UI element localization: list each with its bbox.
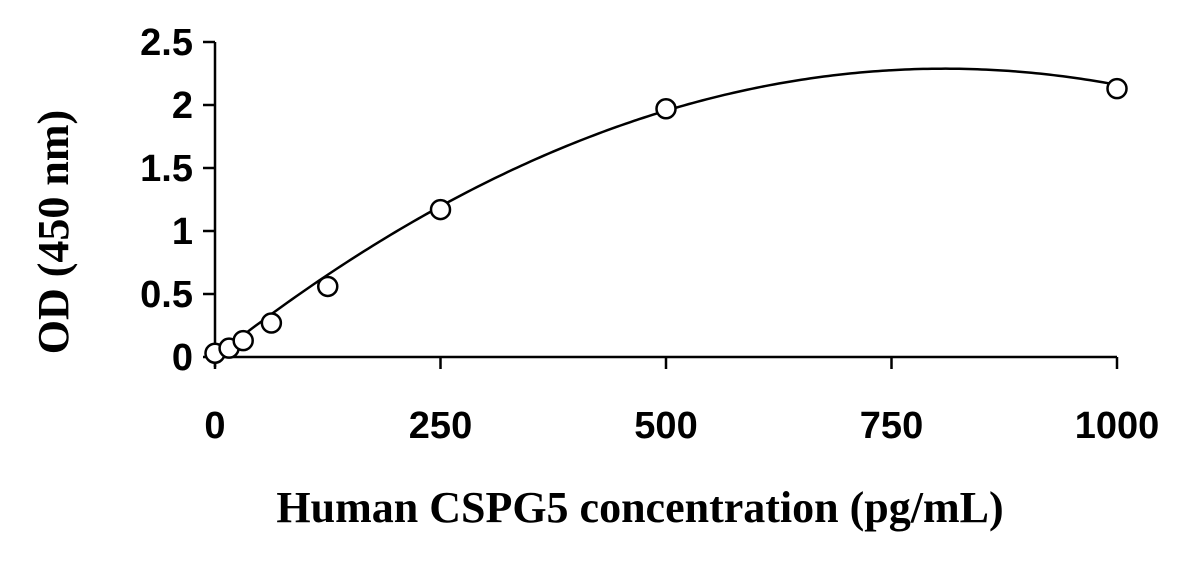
data-point (232, 329, 254, 352)
data-point (260, 312, 283, 334)
y-tick-label: 0.5 (140, 274, 193, 316)
y-axis: 0 0.5 1 1.5 2 2.5 (140, 22, 217, 379)
y-tick-label: 1.5 (140, 148, 193, 190)
x-axis: 0 250 500 750 1000 (204, 355, 1160, 447)
data-points (204, 77, 1128, 364)
y-tick-label: 2 (172, 85, 193, 127)
data-point (655, 98, 677, 120)
x-tick-label: 0 (204, 405, 225, 447)
x-tick-label: 500 (634, 405, 697, 447)
y-tick-label: 1 (172, 211, 193, 253)
data-point (1106, 77, 1128, 100)
x-tick-label: 1000 (1075, 405, 1160, 447)
x-tick-label: 750 (860, 405, 923, 447)
y-tick-label: 0 (172, 337, 193, 379)
data-point (429, 198, 452, 221)
y-tick-label: 2.5 (140, 22, 193, 64)
y-axis-title: OD (450 nm) (29, 110, 78, 354)
data-point (317, 275, 339, 298)
x-tick-label: 250 (409, 405, 472, 447)
x-axis-title: Human CSPG5 concentration (pg/mL) (276, 483, 1003, 532)
